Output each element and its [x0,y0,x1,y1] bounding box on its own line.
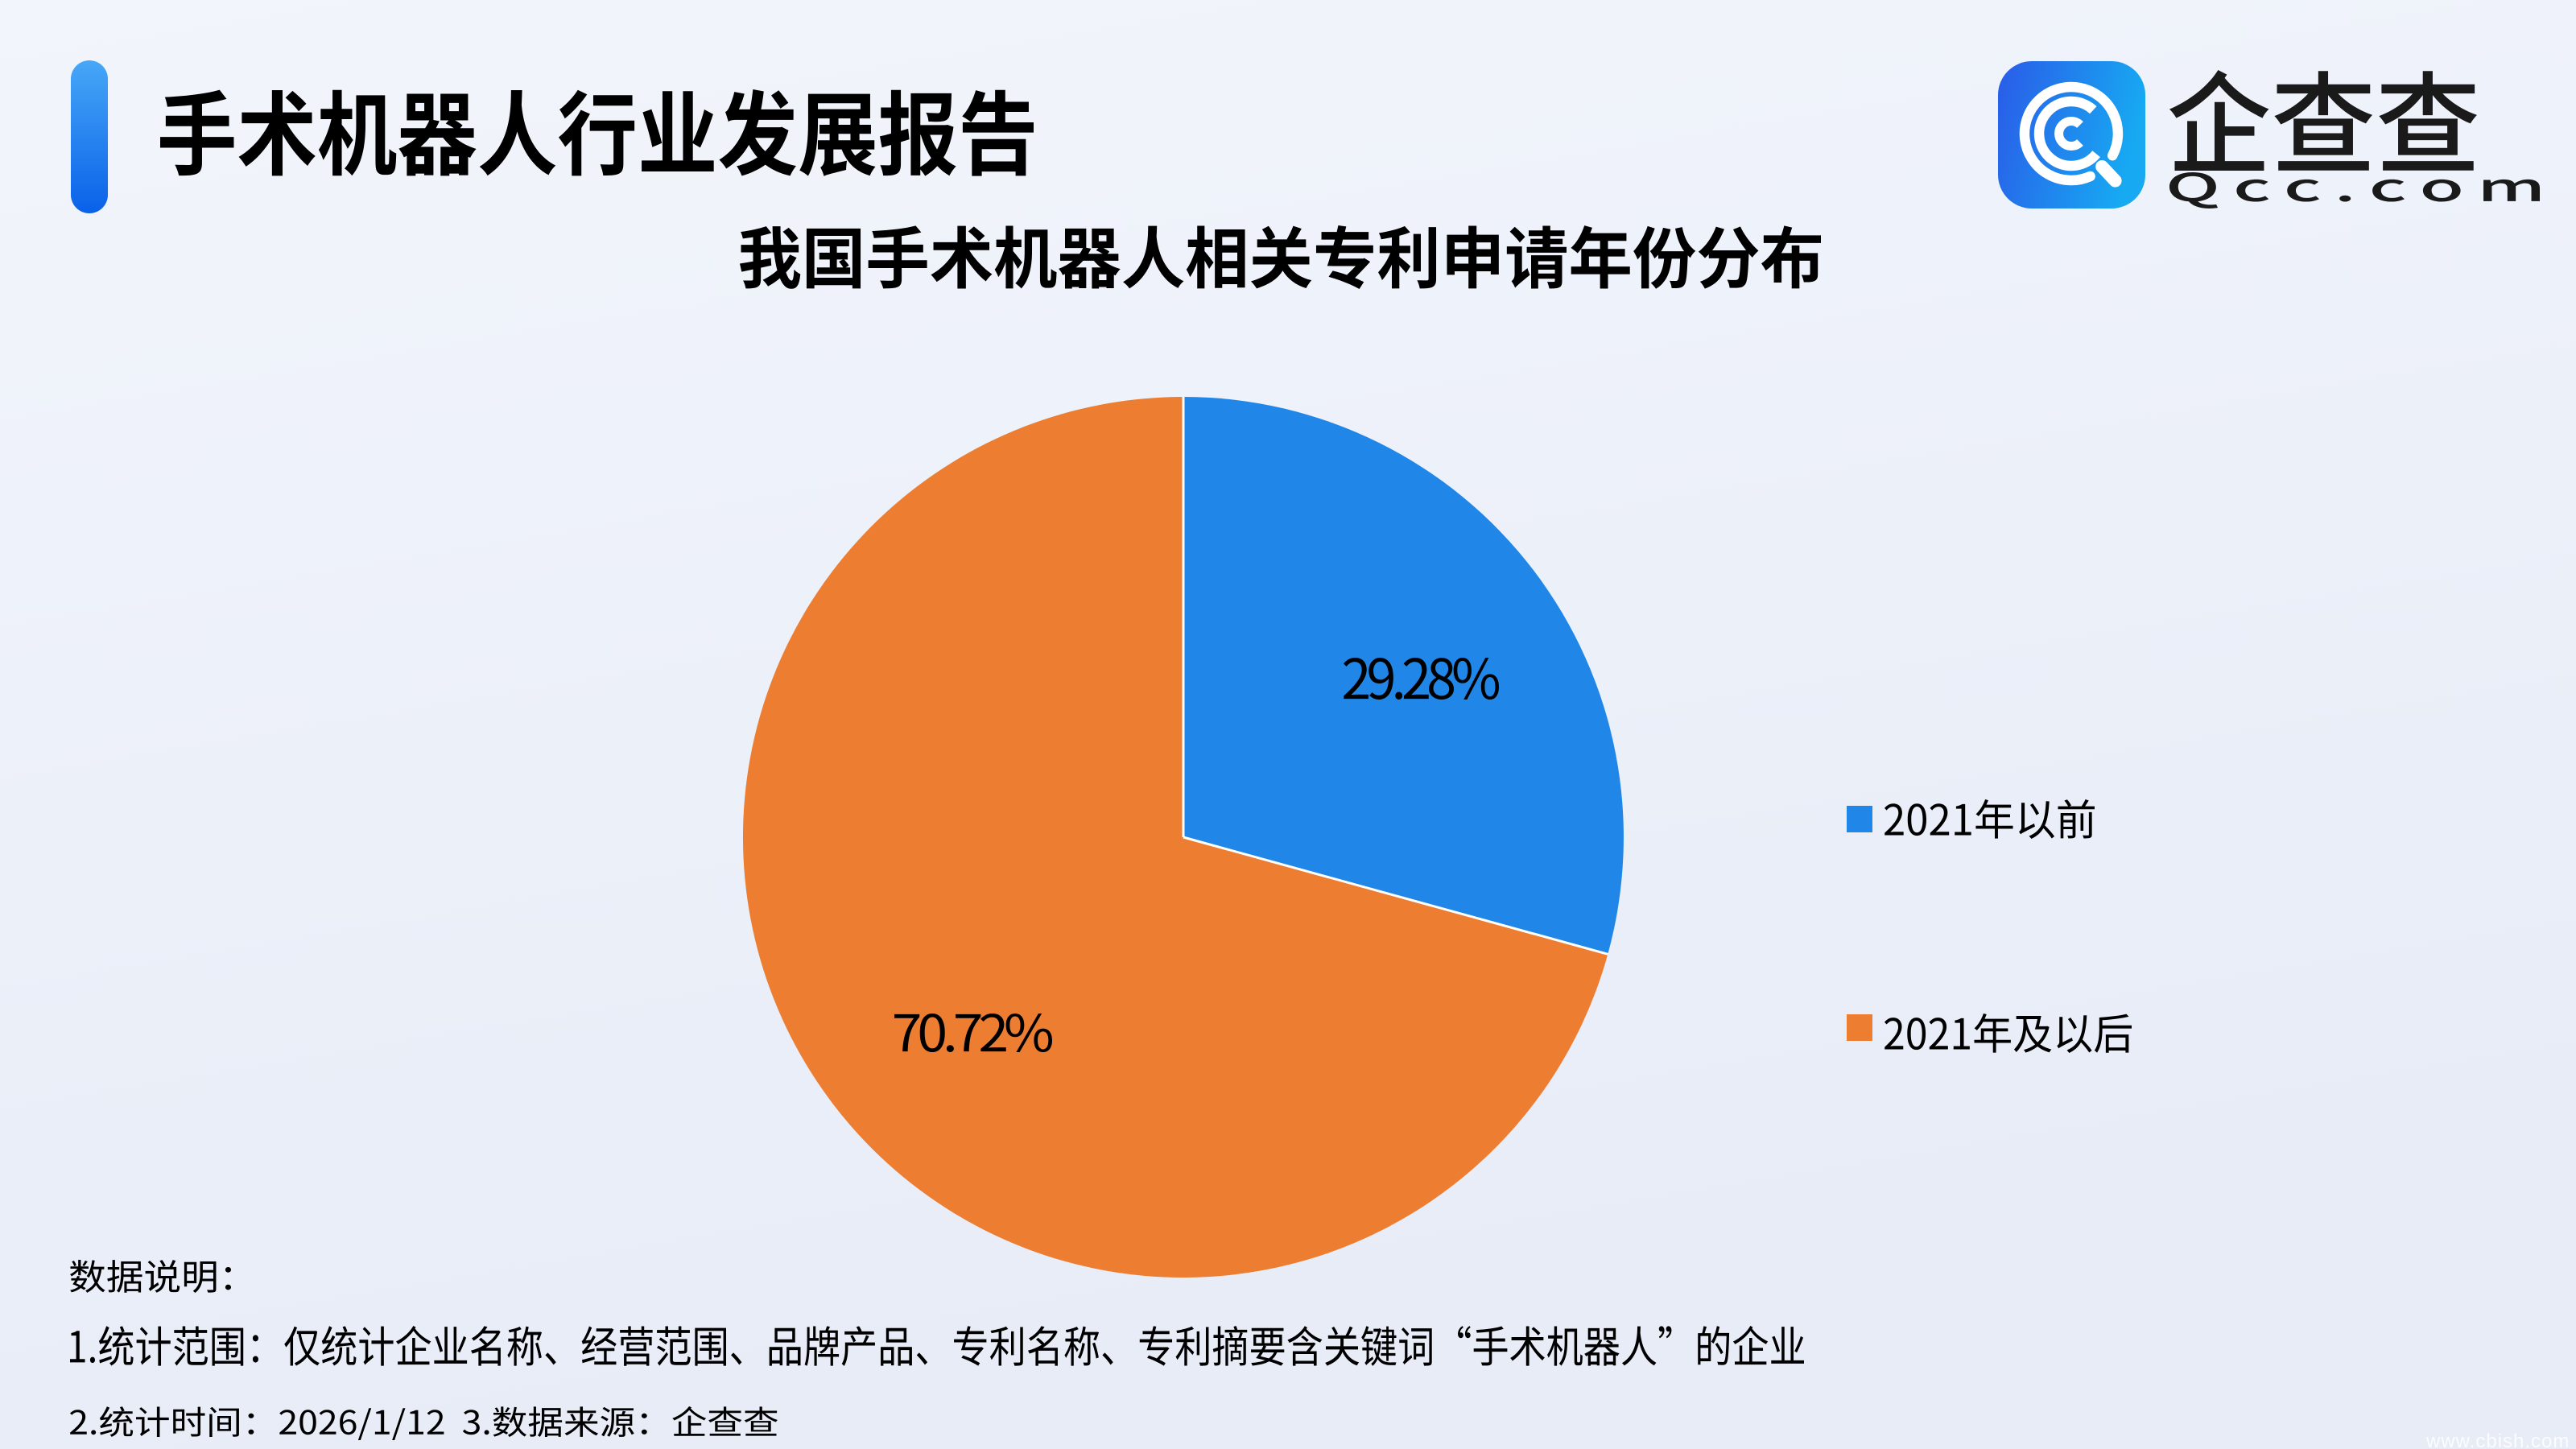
svg-text:www.cbish.com: www.cbish.com [2425,1430,2570,1449]
